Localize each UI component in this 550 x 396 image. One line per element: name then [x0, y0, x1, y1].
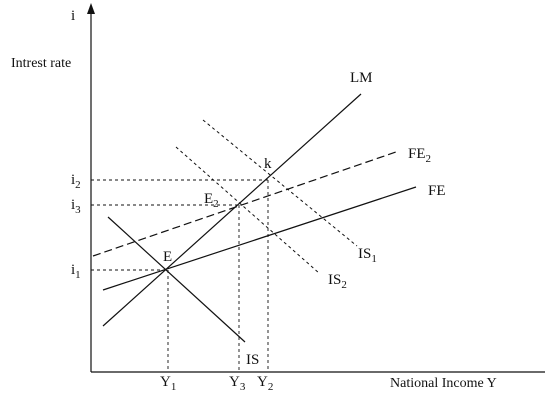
y-axis-label: Intrest rate	[11, 56, 71, 71]
is1-label: IS1	[358, 246, 377, 265]
lm-curve	[102, 93, 362, 327]
is2-curve	[175, 146, 320, 274]
tick-y1: Y1	[160, 374, 176, 393]
tick-i3: i3	[71, 197, 81, 216]
fe-curve	[102, 186, 417, 291]
lm-label: LM	[350, 70, 373, 86]
is2-label: IS2	[328, 272, 347, 291]
tick-i1: i1	[71, 262, 81, 281]
guide-lines	[91, 179, 269, 372]
tick-i2: i2	[71, 172, 81, 191]
tick-y3: Y3	[229, 374, 246, 393]
point-e2-label: E2	[204, 191, 219, 210]
curves	[92, 93, 417, 343]
fe2-label: FE2	[408, 146, 431, 165]
is-label: IS	[246, 352, 259, 368]
point-e-label: E	[163, 249, 172, 265]
fe2-curve	[92, 151, 397, 257]
y-axis-arrow	[87, 3, 95, 14]
is-curve	[107, 216, 246, 343]
y-axis-symbol: i	[71, 8, 75, 24]
point-k-label: k	[264, 156, 272, 172]
axes	[87, 3, 545, 373]
fe-label: FE	[428, 183, 446, 199]
is1-curve	[202, 119, 358, 247]
tick-y2: Y2	[257, 374, 273, 393]
x-axis-label: National Income Y	[390, 376, 497, 391]
